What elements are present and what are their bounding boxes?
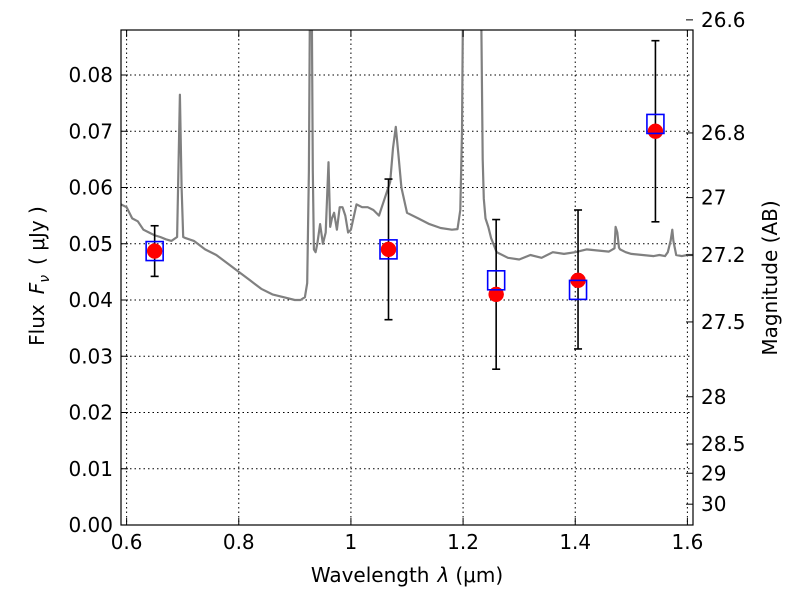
- model-point: [486, 270, 506, 291]
- observed-point: [380, 241, 397, 258]
- x-tick-label: 1.4: [559, 530, 591, 554]
- y-axis-title-symbol: F: [25, 282, 49, 294]
- y2-tick-label: 28.5: [701, 432, 746, 456]
- model-point: [568, 279, 588, 301]
- x-tick-label: 1: [345, 530, 358, 554]
- y-axis-title: Flux Fν ( μJy ): [25, 206, 53, 346]
- y2-tick-label: 27: [701, 186, 726, 210]
- y-tick-label: 0.00: [68, 513, 113, 537]
- x-tick-label: 0.8: [223, 530, 255, 554]
- y-tick-label: 0.08: [68, 63, 113, 87]
- observed-point: [647, 123, 664, 139]
- x-tick-label: 1.6: [671, 530, 703, 554]
- observed-point: [146, 243, 163, 259]
- plot-frame: [120, 29, 694, 526]
- y2-tick-label: 28: [701, 385, 726, 409]
- y2-tick-label: 30: [701, 492, 726, 516]
- x-axis-title-prefix: Wavelength: [311, 563, 430, 587]
- model-point: [379, 239, 398, 260]
- photometry-layer: [145, 39, 665, 370]
- axis-ticks: 0.6 0.8 1 1.2 1.4 1.6 0.00 0.01 0.02 0.03 0.04 0.05…: [68, 8, 745, 554]
- y-tick-label: 0.07: [68, 119, 113, 143]
- y2-tick-label: 29: [701, 461, 726, 485]
- y2-tick-label: 26.8: [701, 121, 746, 145]
- x-axis-title-units: (μm): [455, 563, 503, 587]
- y-axis-title-prefix: Flux: [25, 304, 49, 346]
- y-axis-title-units: ( μJy ): [25, 206, 49, 265]
- y-tick-label: 0.06: [68, 176, 113, 200]
- y2-tick-label: 27.2: [701, 243, 746, 267]
- x-axis-title-symbol: λ: [437, 563, 450, 587]
- model-point: [646, 113, 665, 135]
- model-spectrum-line: [121, 30, 693, 302]
- x-tick-label: 1.2: [447, 530, 479, 554]
- model-spectrum-layer: [121, 30, 693, 302]
- y-tick-label: 0.05: [68, 232, 113, 256]
- model-point: [145, 240, 164, 262]
- y-tick-label: 0.02: [68, 401, 113, 425]
- y-tick-label: 0.04: [68, 288, 113, 312]
- x-tick-label: 0.6: [111, 530, 143, 554]
- y2-tick-label: 27.5: [701, 310, 746, 334]
- y-tick-label: 0.03: [68, 344, 113, 368]
- y2-tick-label: 26.6: [701, 8, 746, 32]
- observed-point: [488, 286, 504, 303]
- y-axis-title-subscript: ν: [37, 275, 53, 283]
- y2-axis-title: Magnitude (AB): [758, 200, 782, 355]
- x-axis-title: Wavelength λ (μm): [311, 563, 503, 587]
- y-tick-label: 0.01: [68, 457, 113, 481]
